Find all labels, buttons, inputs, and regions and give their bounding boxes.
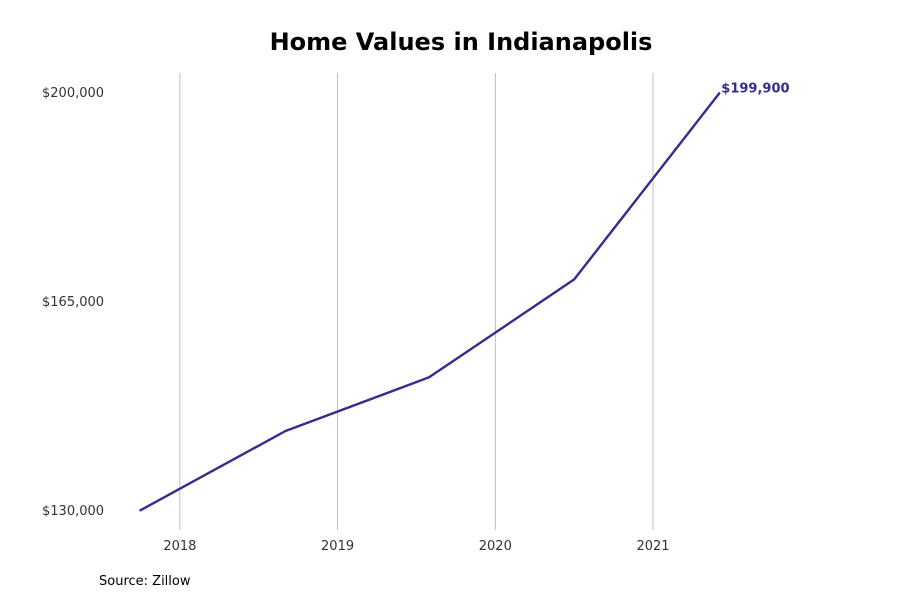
x-tick-label: 2019: [321, 539, 354, 554]
series-line-0: [139, 92, 721, 512]
end-value-label: $199,900: [721, 81, 789, 96]
series-layer: [139, 92, 721, 512]
chart-title: Home Values in Indianapolis: [269, 28, 653, 56]
x-axis-ticks: 2018 2019 2020 2021: [163, 539, 669, 554]
data-point: [718, 92, 721, 95]
y-tick-label: $130,000: [42, 504, 104, 519]
data-point: [139, 509, 142, 512]
data-point: [284, 429, 287, 433]
data-point: [572, 278, 576, 281]
gridlines: [179, 73, 654, 530]
x-tick-label: 2021: [636, 539, 669, 554]
x-tick-label: 2020: [479, 539, 512, 554]
x-tick-label: 2018: [163, 539, 196, 554]
y-tick-label: $165,000: [42, 295, 104, 310]
y-tick-label: $200,000: [42, 86, 104, 101]
y-axis-ticks: $130,000 $165,000 $200,000: [42, 86, 104, 519]
data-point: [427, 376, 431, 379]
source-note: Source: Zillow: [99, 574, 191, 589]
